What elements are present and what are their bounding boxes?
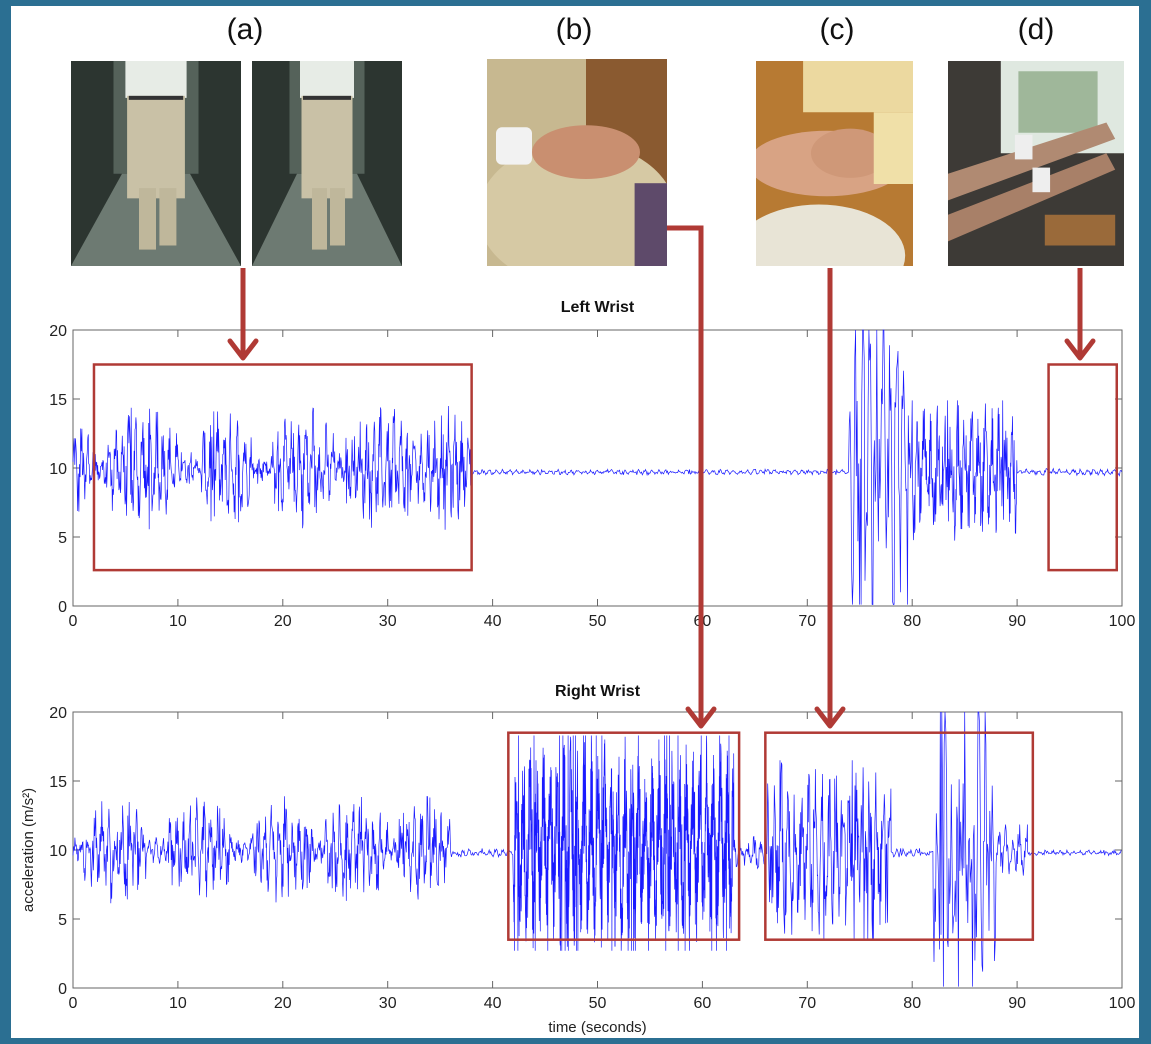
x-tick-label: 90 <box>1008 995 1026 1012</box>
x-tick-label: 30 <box>379 995 397 1012</box>
photo-walk <box>71 61 241 266</box>
y-tick-label: 15 <box>49 392 67 409</box>
x-tick-label: 10 <box>169 995 187 1012</box>
photo-arm <box>756 61 913 266</box>
y-tick-label: 15 <box>49 774 67 791</box>
x-tick-label: 20 <box>274 995 292 1012</box>
y-tick-label: 10 <box>49 843 67 860</box>
x-tick-label: 50 <box>589 995 607 1012</box>
x-tick-label: 50 <box>589 613 607 630</box>
arrow-head <box>227 338 259 361</box>
arrow-head <box>1064 338 1096 361</box>
figure-frame: (a) (b) (c) (d) Left Wrist 0 10 20 30 40 50 60 70 80 9… <box>11 6 1139 1038</box>
highlight-box <box>92 363 473 572</box>
annotation-arrows <box>227 225 1096 729</box>
photo-raise <box>948 61 1124 266</box>
photo-walk2 <box>252 61 402 266</box>
y-tick-label: 5 <box>58 912 67 929</box>
x-tick-label: 80 <box>903 995 921 1012</box>
y-axis-label: acceleration (m/s²) <box>20 788 37 912</box>
y-tick-label: 5 <box>58 530 67 547</box>
signal-series <box>72 711 1122 987</box>
x-tick-label: 20 <box>274 613 292 630</box>
x-tick-label: 80 <box>903 613 921 630</box>
panel-label-a: (a) <box>227 13 264 46</box>
y-tick-label: 0 <box>58 981 67 998</box>
y-tick-label: 20 <box>49 705 67 722</box>
highlight-box <box>1047 363 1119 572</box>
right-wrist-chart: Right Wrist 0 10 20 30 40 50 60 70 80 90 100 0 5 10 15 2… <box>20 683 1135 1036</box>
x-tick-label: 70 <box>798 995 816 1012</box>
arrow-head <box>814 706 846 729</box>
chart-title: Left Wrist <box>561 299 635 316</box>
x-tick-label: 40 <box>484 995 502 1012</box>
y-tick-label: 0 <box>58 599 67 616</box>
x-tick-label: 100 <box>1109 613 1136 630</box>
highlight-box <box>507 731 741 941</box>
x-tick-label: 60 <box>694 995 712 1012</box>
x-tick-label: 100 <box>1109 995 1136 1012</box>
arrow-head <box>685 706 717 729</box>
arrow-b <box>667 225 704 724</box>
x-tick-label: 10 <box>169 613 187 630</box>
x-tick-label: 0 <box>69 995 78 1012</box>
panel-label-d: (d) <box>1018 13 1055 46</box>
x-axis-label: time (seconds) <box>548 1019 646 1036</box>
x-tick-label: 30 <box>379 613 397 630</box>
y-tick-label: 20 <box>49 323 67 340</box>
signal-series <box>72 329 1123 606</box>
x-tick-label: 90 <box>1008 613 1026 630</box>
chart-title: Right Wrist <box>555 683 641 700</box>
x-tick-label: 70 <box>798 613 816 630</box>
y-tick-label: 10 <box>49 461 67 478</box>
panel-label-b: (b) <box>556 13 593 46</box>
x-tick-label: 0 <box>69 613 78 630</box>
x-tick-label: 40 <box>484 613 502 630</box>
photo-knee <box>487 59 667 266</box>
panel-label-c: (c) <box>820 13 855 46</box>
highlight-box <box>764 731 1035 941</box>
